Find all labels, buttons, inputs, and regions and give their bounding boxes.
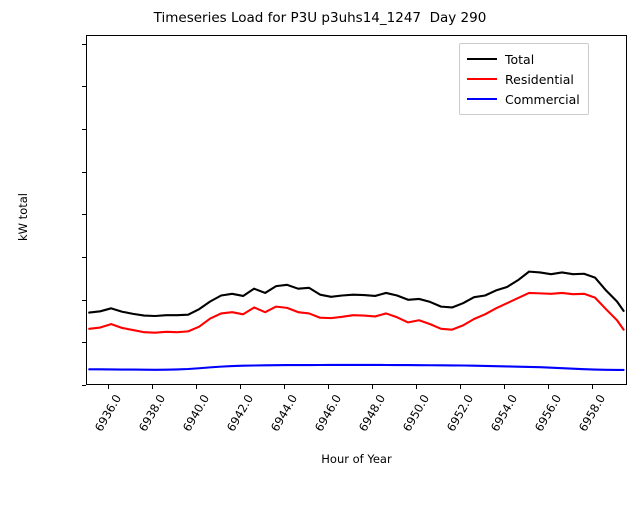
x-axis-tick (151, 385, 153, 389)
chart-legend: Total Residential Commercial (459, 43, 589, 115)
y-axis-tick (82, 171, 86, 173)
legend-label-commercial: Commercial (505, 91, 580, 107)
x-axis-label: Hour of Year (321, 452, 392, 466)
legend-swatch-commercial (467, 98, 497, 100)
x-axis-tick (591, 385, 593, 389)
x-axis-tick (503, 385, 505, 389)
x-axis-tick (415, 385, 417, 389)
series-line-total (88, 270, 625, 318)
y-axis-tick (82, 86, 86, 88)
legend-item-residential: Residential (467, 69, 580, 89)
y-axis-tick (82, 214, 86, 216)
legend-item-total: Total (467, 49, 580, 69)
y-axis-tick (82, 342, 86, 344)
x-axis-tick (459, 385, 461, 389)
chart-figure: Timeseries Load for P3U p3uhs14_1247 Day… (16, 10, 627, 466)
x-axis-tick (283, 385, 285, 389)
series-line-residential (88, 291, 625, 334)
legend-label-total: Total (505, 51, 535, 67)
legend-label-residential: Residential (505, 71, 574, 87)
legend-item-commercial: Commercial (467, 89, 580, 109)
x-axis-tick (195, 385, 197, 389)
x-axis-tick (327, 385, 329, 389)
y-axis-tick (82, 128, 86, 130)
x-axis-tick (107, 385, 109, 389)
legend-swatch-total (467, 58, 497, 60)
x-axis-tick (239, 385, 241, 389)
series-line-commercial (88, 363, 625, 371)
chart-title: Timeseries Load for P3U p3uhs14_1247 Day… (153, 10, 487, 26)
plot-lines (88, 270, 625, 371)
x-axis-tick (371, 385, 373, 389)
y-axis-tick (82, 299, 86, 301)
legend-swatch-residential (467, 78, 497, 80)
y-axis-tick (82, 43, 86, 45)
axes-decorations: 0500010000150002000025000300003500040000… (82, 43, 608, 434)
x-axis-tick (547, 385, 549, 389)
y-axis-tick (82, 385, 86, 386)
y-axis-label: kW total (16, 193, 30, 241)
y-axis-tick (82, 256, 86, 258)
